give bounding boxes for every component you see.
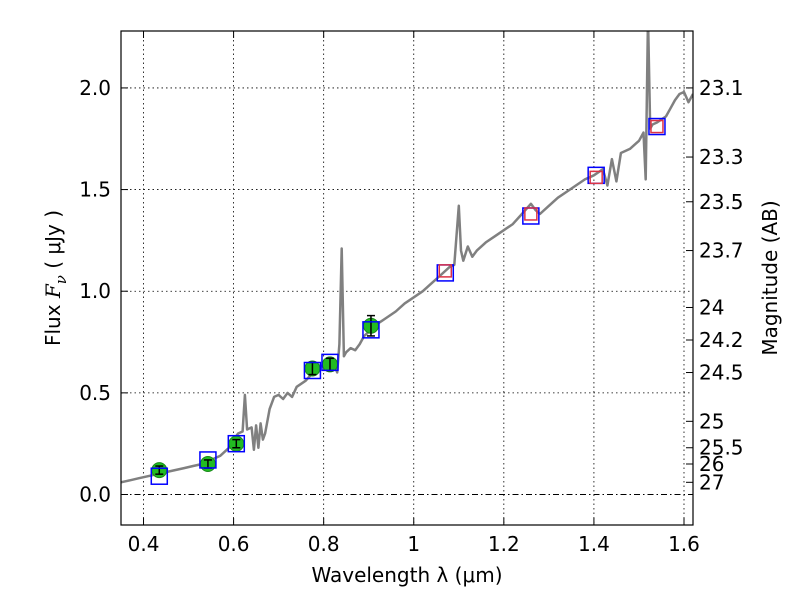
photometry-point-1 — [199, 456, 216, 473]
y-axis-ticks: 0.0 0.5 1.0 1.5 2.0 — [79, 76, 128, 507]
model-square-2 — [227, 434, 246, 453]
y-axis-label-symbol: F — [41, 283, 65, 299]
x-tick-label-4: 1.2 — [488, 532, 520, 556]
spectrum-line-layer — [121, 31, 693, 484]
prediction-square-1 — [524, 207, 538, 221]
model-square-5 — [362, 321, 380, 339]
magnitude-tick-label-1: 23.3 — [699, 145, 744, 169]
y-tick-label-0: 0.0 — [79, 483, 111, 507]
x-tick-label-6: 1.6 — [668, 532, 700, 556]
model-square-1 — [199, 451, 217, 469]
x-axis-ticks: 0.4 0.6 0.8 1 1.2 1.4 1.6 — [128, 31, 700, 556]
axes-frame — [120, 30, 694, 526]
magnitude-tick-label-7: 25 — [699, 409, 724, 433]
x-tick-label-2: 0.8 — [308, 532, 340, 556]
photometry-point-2 — [228, 435, 245, 452]
x-axis-label: Wavelength λ (μm) — [311, 563, 502, 587]
magnitude-tick-label-0: 23.1 — [699, 76, 744, 100]
y-axis-label: Flux Fν ( μJy ) — [41, 210, 70, 346]
y-tick-label-2: 1.0 — [79, 279, 111, 303]
magnitude-tick-label-2: 23.5 — [699, 190, 744, 214]
prediction-square-3 — [650, 119, 664, 134]
magnitude-tick-label-9: 26 — [699, 452, 724, 476]
x-tick-label-1: 0.6 — [218, 532, 250, 556]
spectrum-line — [121, 31, 693, 484]
y-axis-label-prefix: Flux — [41, 298, 65, 346]
magnitude-tick-label-3: 23.7 — [699, 239, 744, 263]
y-tick-label-1: 0.5 — [79, 381, 111, 405]
model-square-0 — [150, 467, 169, 485]
prediction-square-2 — [589, 170, 603, 185]
magnitude-tick-label-10: 27 — [699, 470, 724, 494]
x-tick-label-5: 1.4 — [578, 532, 610, 556]
model-square-9 — [648, 117, 666, 136]
y-tick-label-4: 2.0 — [79, 76, 111, 100]
magnitude-tick-label-8: 25.5 — [699, 436, 744, 460]
magnitude-axis-label: Magnitude (AB) — [758, 200, 782, 355]
y-tick-label-3: 1.5 — [79, 178, 111, 202]
x-tick-label-0: 0.4 — [128, 532, 160, 556]
magnitude-tick-label-4: 24 — [699, 295, 724, 319]
magnitude-tick-label-6: 24.5 — [699, 361, 744, 385]
x-tick-label-3: 1 — [407, 532, 420, 556]
magnitude-tick-label-5: 24.2 — [699, 328, 744, 352]
photometry-point-0 — [151, 462, 168, 479]
y-axis-label-subscript: ν — [52, 275, 70, 284]
model-square-4 — [321, 353, 339, 372]
prediction-square-0 — [438, 264, 453, 278]
marker-layer — [150, 117, 666, 485]
grid — [121, 31, 693, 525]
model-square-3 — [303, 361, 322, 380]
y-axis-label-unit: ( μJy ) — [41, 210, 65, 275]
